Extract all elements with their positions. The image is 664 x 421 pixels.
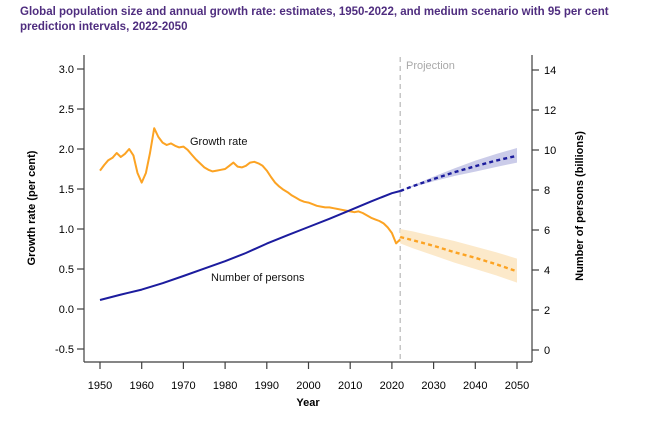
left-axis-tick-label: 0.5 bbox=[59, 264, 74, 276]
left-y-axis-title: Growth rate (per cent) bbox=[26, 150, 38, 266]
x-axis-tick-label: 2020 bbox=[380, 380, 404, 392]
right-axis-tick-label: 10 bbox=[544, 145, 556, 157]
left-axis-tick-label: 3.0 bbox=[59, 64, 74, 76]
x-axis-tick-label: 2000 bbox=[296, 380, 320, 392]
left-axis-tick-label: -0.5 bbox=[55, 344, 74, 356]
growth-rate-line bbox=[99, 127, 401, 245]
right-axis-tick-label: 8 bbox=[544, 185, 550, 197]
x-axis-tick-label: 1960 bbox=[129, 380, 153, 392]
population-line bbox=[99, 190, 401, 301]
chart-title: Global population size and annual growth… bbox=[20, 6, 609, 34]
right-axis-tick-label: 2 bbox=[544, 305, 550, 317]
right-axis-tick-label: 12 bbox=[544, 105, 556, 117]
number-of-persons-series-label: Number of persons bbox=[211, 272, 305, 284]
right-y-axis-title: Number of persons (billions) bbox=[574, 131, 586, 281]
x-axis-tick-label: 2040 bbox=[463, 380, 487, 392]
x-axis-tick-label: 2010 bbox=[338, 380, 362, 392]
projection-label: Projection bbox=[406, 60, 455, 72]
left-axis-tick-label: 1.5 bbox=[59, 184, 74, 196]
right-axis-tick-label: 14 bbox=[544, 65, 556, 77]
right-axis-tick-label: 4 bbox=[544, 265, 550, 277]
growth-rate-series-label: Growth rate bbox=[190, 136, 248, 148]
left-axis-tick-label: 2.5 bbox=[59, 104, 74, 116]
x-axis-tick-label: 1950 bbox=[88, 380, 112, 392]
right-axis-tick-label: 6 bbox=[544, 225, 550, 237]
left-axis-tick-label: 0.0 bbox=[59, 304, 74, 316]
x-axis-tick-label: 2050 bbox=[505, 380, 529, 392]
population-prediction-band bbox=[400, 148, 517, 191]
x-axis-tick-label: 1980 bbox=[213, 380, 237, 392]
left-axis-tick-label: 1.0 bbox=[59, 224, 74, 236]
x-axis-tick-label: 1970 bbox=[171, 380, 195, 392]
growth-rate-prediction-band bbox=[400, 229, 517, 283]
x-axis-title: Year bbox=[296, 397, 320, 409]
left-axis-tick-label: 2.0 bbox=[59, 144, 74, 156]
right-axis-tick-label: 0 bbox=[544, 345, 550, 357]
x-axis-tick-label: 2030 bbox=[421, 380, 445, 392]
x-axis-tick-label: 1990 bbox=[255, 380, 279, 392]
